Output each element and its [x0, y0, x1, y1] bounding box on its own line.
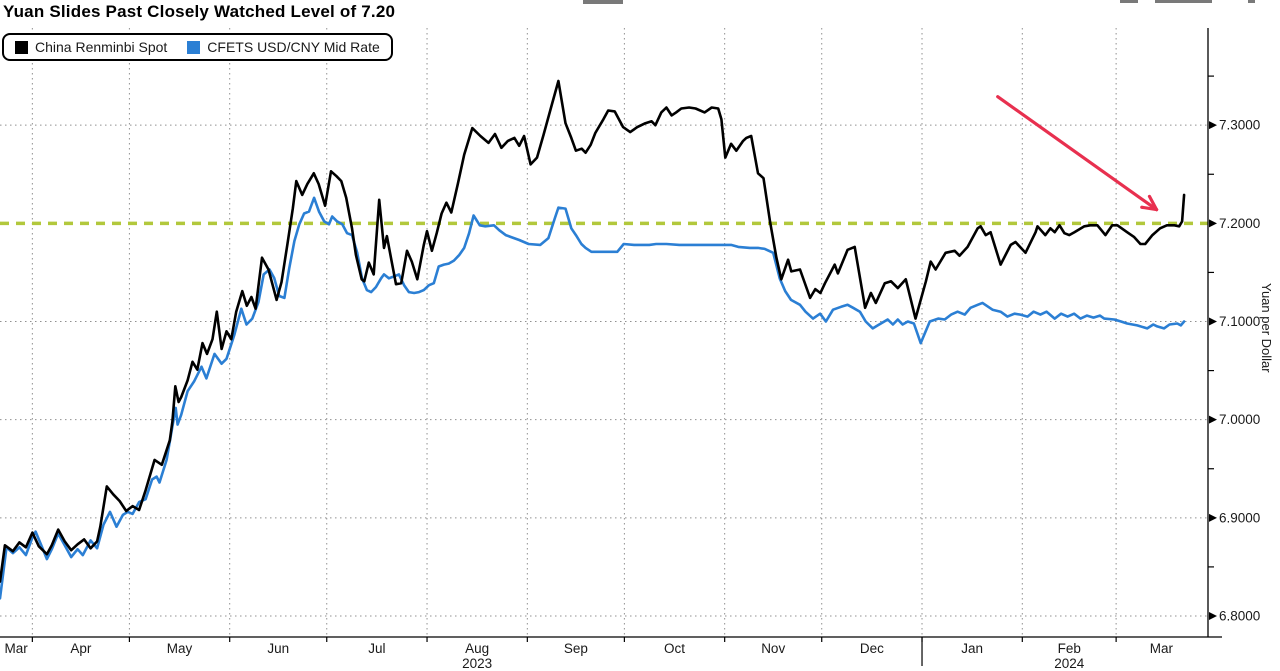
y-tick-label: 6.9000	[1219, 510, 1260, 525]
y-axis-unit-label: Yuan per Dollar	[1259, 283, 1274, 373]
annotation-arrow-shaft	[996, 95, 1159, 212]
y-tick-label: 6.8000	[1219, 608, 1260, 623]
x-month-label: Feb	[1058, 641, 1081, 656]
y-tick-marker	[1209, 317, 1217, 326]
x-month-label: Oct	[664, 641, 685, 656]
chart-title: Yuan Slides Past Closely Watched Level o…	[3, 2, 396, 21]
series-line-renminbi-spot	[0, 79, 1186, 583]
cropped-artifact	[583, 0, 623, 4]
x-month-label: Aug	[465, 641, 489, 656]
cropped-artifact	[1248, 0, 1255, 3]
x-month-label: Apr	[70, 641, 92, 656]
legend-swatch-blue	[187, 40, 201, 54]
x-month-label: Nov	[761, 641, 785, 656]
annotation-arrow-head	[1140, 205, 1159, 212]
legend-item-cfets-mid-rate: CFETS USD/CNY Mid Rate	[187, 39, 380, 55]
x-month-label: May	[167, 641, 193, 656]
x-month-label: Mar	[5, 641, 29, 656]
legend-label: China Renminbi Spot	[35, 39, 168, 55]
cropped-artifact	[1155, 0, 1212, 3]
y-tick-marker	[1209, 415, 1217, 424]
legend-label: CFETS USD/CNY Mid Rate	[207, 39, 380, 55]
x-month-label: Dec	[860, 641, 884, 656]
x-month-label: Jul	[368, 641, 385, 656]
y-tick-label: 7.0000	[1219, 412, 1260, 427]
legend-swatch-black	[15, 40, 28, 54]
y-tick-marker	[1209, 219, 1217, 228]
y-tick-marker	[1209, 611, 1217, 620]
y-tick-marker	[1209, 121, 1217, 130]
legend-item-renminbi-spot: China Renminbi Spot	[15, 39, 167, 55]
y-tick-label: 7.2000	[1219, 216, 1260, 231]
x-year-label: 2023	[462, 656, 492, 671]
y-tick-label: 7.1000	[1219, 314, 1260, 329]
y-tick-label: 7.3000	[1219, 118, 1260, 133]
x-year-label: 2024	[1054, 656, 1085, 671]
x-month-label: Sep	[564, 641, 588, 656]
x-month-label: Mar	[1150, 641, 1174, 656]
series-line-cfets-mid-rate	[0, 196, 1186, 600]
x-month-label: Jan	[961, 641, 983, 656]
annotation-arrow-head	[1147, 194, 1159, 212]
cropped-artifact	[1120, 0, 1138, 3]
y-tick-marker	[1209, 513, 1217, 522]
x-month-label: Jun	[267, 641, 289, 656]
chart-legend: China Renminbi Spot CFETS USD/CNY Mid Ra…	[2, 33, 393, 61]
